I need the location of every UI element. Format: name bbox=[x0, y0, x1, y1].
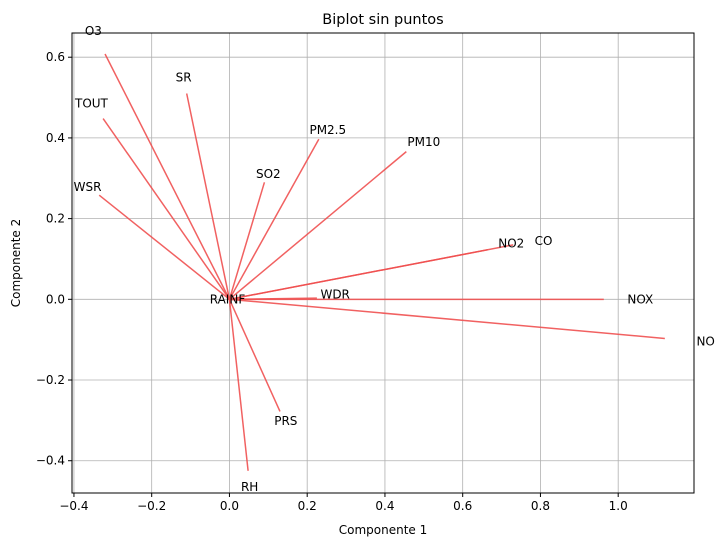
x-tick-label: 0.6 bbox=[453, 499, 472, 513]
x-tick-label: 0.4 bbox=[375, 499, 394, 513]
vector-rh bbox=[228, 299, 249, 471]
y-tick-label: −0.2 bbox=[36, 373, 65, 387]
label-sr: SR bbox=[176, 70, 192, 84]
x-tick-label: 0.8 bbox=[531, 499, 550, 513]
vector-tout bbox=[102, 118, 231, 300]
x-tick-label: −0.4 bbox=[59, 499, 88, 513]
label-co: CO bbox=[535, 234, 553, 248]
y-tick-label: −0.4 bbox=[36, 454, 65, 468]
label-o3: O3 bbox=[85, 24, 102, 38]
y-axis-ticks: −0.4 −0.2 0.0 0.2 0.4 0.6 bbox=[36, 50, 72, 468]
x-tick-label: 0.2 bbox=[298, 499, 317, 513]
y-tick-label: 0.2 bbox=[46, 212, 65, 226]
x-tick-label: −0.2 bbox=[137, 499, 166, 513]
x-tick-label: 0.0 bbox=[220, 499, 239, 513]
vector-wsr bbox=[98, 194, 230, 300]
label-pm10: PM10 bbox=[407, 135, 440, 149]
plot-frame bbox=[71, 32, 695, 494]
vector-pm10 bbox=[228, 151, 407, 300]
vector-o3 bbox=[104, 53, 231, 300]
grid-lines bbox=[72, 33, 694, 493]
label-no2: NO2 bbox=[498, 237, 524, 251]
x-tick-label: 1.0 bbox=[609, 499, 628, 513]
vector-so2 bbox=[228, 182, 266, 300]
y-axis-label: Componente 2 bbox=[9, 219, 23, 308]
label-wdr: WDR bbox=[320, 287, 349, 301]
label-tout: TOUT bbox=[74, 97, 109, 111]
label-rh: RH bbox=[241, 480, 258, 494]
vector-sr bbox=[185, 93, 231, 300]
vector-no bbox=[229, 298, 665, 340]
x-axis-ticks: −0.4 −0.2 0.0 0.2 0.4 0.6 0.8 1.0 bbox=[59, 493, 628, 513]
vector-no2 bbox=[229, 248, 489, 301]
x-axis-label: Componente 1 bbox=[339, 523, 428, 537]
label-nox: NOX bbox=[627, 292, 653, 306]
label-no: NO bbox=[696, 335, 714, 349]
y-tick-label: 0.6 bbox=[46, 50, 65, 64]
label-pm2-5: PM2.5 bbox=[309, 123, 346, 137]
variable-labels: O3 SR TOUT PM2.5 PM10 SO2 WSR CO NO2 WDR RAINF NOX N… bbox=[74, 24, 715, 494]
y-tick-label: 0.0 bbox=[46, 292, 65, 306]
vector-pm2-5 bbox=[228, 138, 320, 300]
loading-vectors bbox=[98, 53, 665, 471]
label-so2: SO2 bbox=[256, 167, 281, 181]
chart-title: Biplot sin puntos bbox=[322, 12, 443, 28]
y-tick-label: 0.4 bbox=[46, 131, 65, 145]
vector-prs bbox=[228, 299, 281, 412]
label-prs: PRS bbox=[274, 414, 297, 428]
label-wsr: WSR bbox=[74, 180, 102, 194]
label-rainf: RAINF bbox=[210, 292, 246, 306]
